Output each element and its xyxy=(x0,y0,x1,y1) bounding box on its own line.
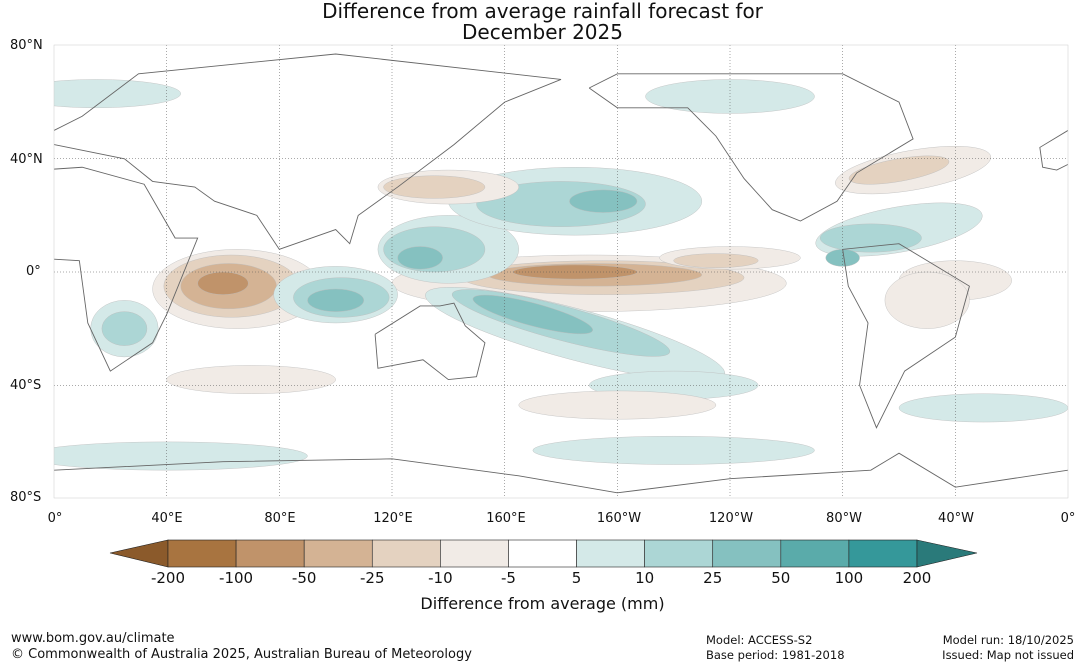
colorbar-high-extend xyxy=(916,539,978,568)
colorbar-tick-label: 10 xyxy=(635,569,655,587)
colorbar-tick-label: 200 xyxy=(902,569,932,587)
colorbar-tick-label: 50 xyxy=(771,569,791,587)
eurasia-west-coastline xyxy=(1039,130,1068,171)
colorbar-swatch xyxy=(508,539,577,568)
antarctica-coastline xyxy=(54,452,1068,494)
colorbar-tick-label: 25 xyxy=(703,569,723,587)
africa-coastline xyxy=(54,166,199,372)
map-title-line2: December 2025 xyxy=(462,20,623,44)
colorbar-swatch xyxy=(848,539,918,568)
colorbar-tick-label: 5 xyxy=(571,569,582,587)
issued-text: Issued: Map not issued xyxy=(942,648,1074,662)
lon-label: 120°W xyxy=(708,511,754,526)
colorbar-swatch xyxy=(780,539,850,568)
lon-label: 40°E xyxy=(151,511,183,526)
lon-label: 160°W xyxy=(596,511,642,526)
base-period-text: Base period: 1981-2018 xyxy=(706,648,845,662)
colorbar-swatch xyxy=(712,539,782,568)
colorbar xyxy=(109,539,978,568)
lon-label: 40°W xyxy=(938,511,974,526)
colorbar-swatch xyxy=(371,539,441,568)
map-title-line1: Difference from average rainfall forecas… xyxy=(322,0,763,23)
colorbar-tick-label: -200 xyxy=(150,569,186,587)
rainfall-anomaly-region xyxy=(819,223,922,253)
lat-label: 0° xyxy=(26,264,41,279)
colorbar-label: Difference from average (mm) xyxy=(420,594,665,613)
north-america-coastline xyxy=(588,73,914,222)
lon-label: 0° xyxy=(47,511,63,526)
lon-label: 80°E xyxy=(264,511,296,526)
colorbar-swatch xyxy=(576,539,645,568)
lat-label: 80°N xyxy=(10,38,43,53)
rainfall-anomaly-region xyxy=(197,271,249,295)
colorbar-low-extend xyxy=(109,539,169,568)
colorbar-tick-label: -10 xyxy=(428,569,453,587)
colorbar-tick-label: 100 xyxy=(834,569,864,587)
colorbar-swatch xyxy=(644,539,714,568)
rainfall-anomaly-region xyxy=(383,175,486,199)
eurasia-coastline xyxy=(54,53,562,250)
bom-url-link[interactable]: www.bom.gov.au/climate xyxy=(11,631,175,646)
lat-label: 40°N xyxy=(10,152,43,167)
rainfall-anomaly-region xyxy=(898,393,1068,423)
rainfall-anomaly-region xyxy=(101,311,148,346)
colorbar-tick-label: -100 xyxy=(219,569,254,587)
rainfall-anomaly-region xyxy=(54,79,181,108)
lat-label: 40°S xyxy=(10,378,42,393)
australia-coastline xyxy=(374,302,486,381)
rainfall-anomaly-region xyxy=(472,294,593,335)
colorbar-swatch xyxy=(235,539,305,568)
lon-label: 160°E xyxy=(486,511,526,526)
colorbar-tick-label: -5 xyxy=(500,569,516,587)
south-america-coastline xyxy=(842,243,970,429)
rainfall-anomaly-region xyxy=(569,189,638,213)
model-text: Model: ACCESS-S2 xyxy=(706,633,813,647)
lon-label: 80°W xyxy=(826,511,862,526)
colorbar-swatch xyxy=(167,539,237,568)
map-frame xyxy=(53,44,1069,499)
rainfall-anomaly-region xyxy=(166,365,336,394)
rainfall-anomaly-region xyxy=(397,246,443,270)
lon-label: 120°E xyxy=(373,511,413,526)
rainfall-anomaly-region xyxy=(307,288,365,312)
copyright-text: © Commonwealth of Australia 2025, Austra… xyxy=(11,647,472,662)
colorbar-tick-label: -25 xyxy=(360,569,385,587)
model-run-text: Model run: 18/10/2025 xyxy=(942,633,1074,647)
lat-label: 80°S xyxy=(10,490,42,505)
lon-label: 0° xyxy=(1060,511,1076,526)
rainfall-anomaly-region xyxy=(532,436,815,465)
colorbar-tick-label: -50 xyxy=(291,569,317,587)
colorbar-swatch xyxy=(440,539,509,568)
rainfall-anomaly-region xyxy=(673,253,759,268)
rainfall-anomaly-region xyxy=(884,271,970,329)
colorbar-swatch xyxy=(303,539,373,568)
